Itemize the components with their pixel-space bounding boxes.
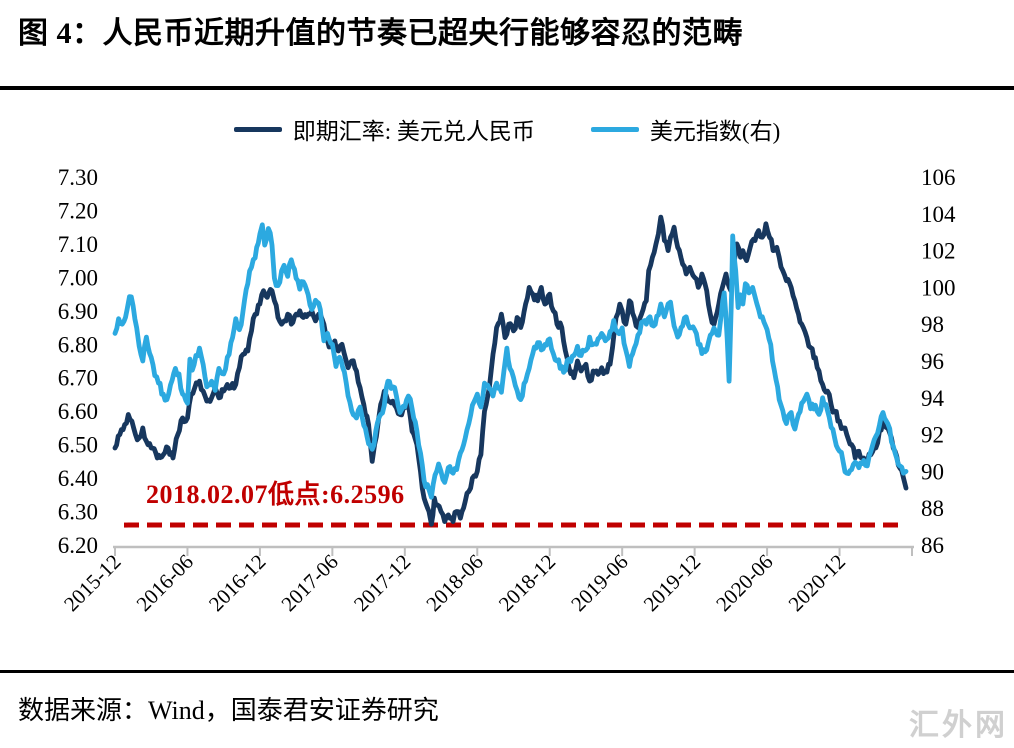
left-axis-tick-label: 6.80 xyxy=(58,332,98,357)
reference-annotation: 2018.02.07低点:6.2596 xyxy=(146,480,405,509)
right-axis-tick-label: 100 xyxy=(921,275,956,300)
left-axis-tick-label: 6.20 xyxy=(58,533,98,558)
x-axis-tick-label: 2020-06 xyxy=(711,550,777,616)
right-axis-tick-label: 102 xyxy=(921,239,956,264)
page-title: 图 4：人民币近期升值的节奏已超央行能够容忍的范畴 xyxy=(18,17,743,50)
x-axis-tick-label: 2019-06 xyxy=(566,550,632,616)
left-axis-tick-label: 7.20 xyxy=(58,198,98,223)
left-axis-tick-label: 7.00 xyxy=(58,265,98,290)
left-axis-tick-label: 6.50 xyxy=(58,433,98,458)
watermark: 汇外网 xyxy=(909,709,1008,742)
chart-legend: 即期汇率: 美元兑人民币 美元指数(右) xyxy=(0,112,1014,146)
x-axis-tick-label: 2018-12 xyxy=(494,550,560,616)
legend-item-dxy: 美元指数(右) xyxy=(590,112,781,146)
dxy-line-swatch xyxy=(590,126,639,132)
x-axis-tick-label: 2019-12 xyxy=(639,550,705,616)
right-axis-tick-label: 88 xyxy=(921,496,944,521)
right-axis-tick-label: 96 xyxy=(921,349,944,374)
legend-label-usdcny: 即期汇率: 美元兑人民币 xyxy=(292,119,535,144)
x-axis-tick-label: 2016-12 xyxy=(204,550,270,616)
left-axis-tick-label: 7.30 xyxy=(58,165,98,190)
right-axis-tick-label: 92 xyxy=(921,423,944,448)
right-axis-tick-label: 86 xyxy=(921,533,944,558)
right-axis-tick-label: 106 xyxy=(921,165,956,190)
right-axis-tick-label: 98 xyxy=(921,312,944,337)
left-axis-tick-label: 6.70 xyxy=(58,366,98,391)
right-axis-tick-label: 104 xyxy=(921,202,956,227)
legend-label-dxy: 美元指数(右) xyxy=(649,119,781,144)
left-axis-tick-label: 6.40 xyxy=(58,466,98,491)
x-axis-tick-label: 2017-12 xyxy=(349,550,415,616)
usdcny-spot-line xyxy=(112,214,909,527)
x-axis-tick-label: 2016-06 xyxy=(132,550,198,616)
right-axis-tick-label: 90 xyxy=(921,459,944,484)
right-axis-tick-label: 94 xyxy=(921,386,945,411)
x-axis-tick-label: 2017-06 xyxy=(276,550,342,616)
dollar-index-line xyxy=(112,222,909,500)
left-axis-tick-label: 6.60 xyxy=(58,399,98,424)
usdcny-line-swatch xyxy=(233,126,282,132)
left-axis-tick-label: 6.90 xyxy=(58,299,98,324)
legend-item-usdcny: 即期汇率: 美元兑人民币 xyxy=(233,112,535,146)
x-axis-tick-label: 2020-12 xyxy=(784,550,850,616)
x-axis-tick-label: 2018-06 xyxy=(421,550,487,616)
x-axis-tick-label: 2015-12 xyxy=(59,550,125,616)
data-source-note: 数据来源：Wind，国泰君安证券研究 xyxy=(18,696,439,725)
footer-divider xyxy=(0,670,1014,673)
left-axis-tick-label: 6.30 xyxy=(58,500,98,525)
title-underline xyxy=(0,86,1014,90)
left-axis-tick-label: 7.10 xyxy=(58,232,98,257)
